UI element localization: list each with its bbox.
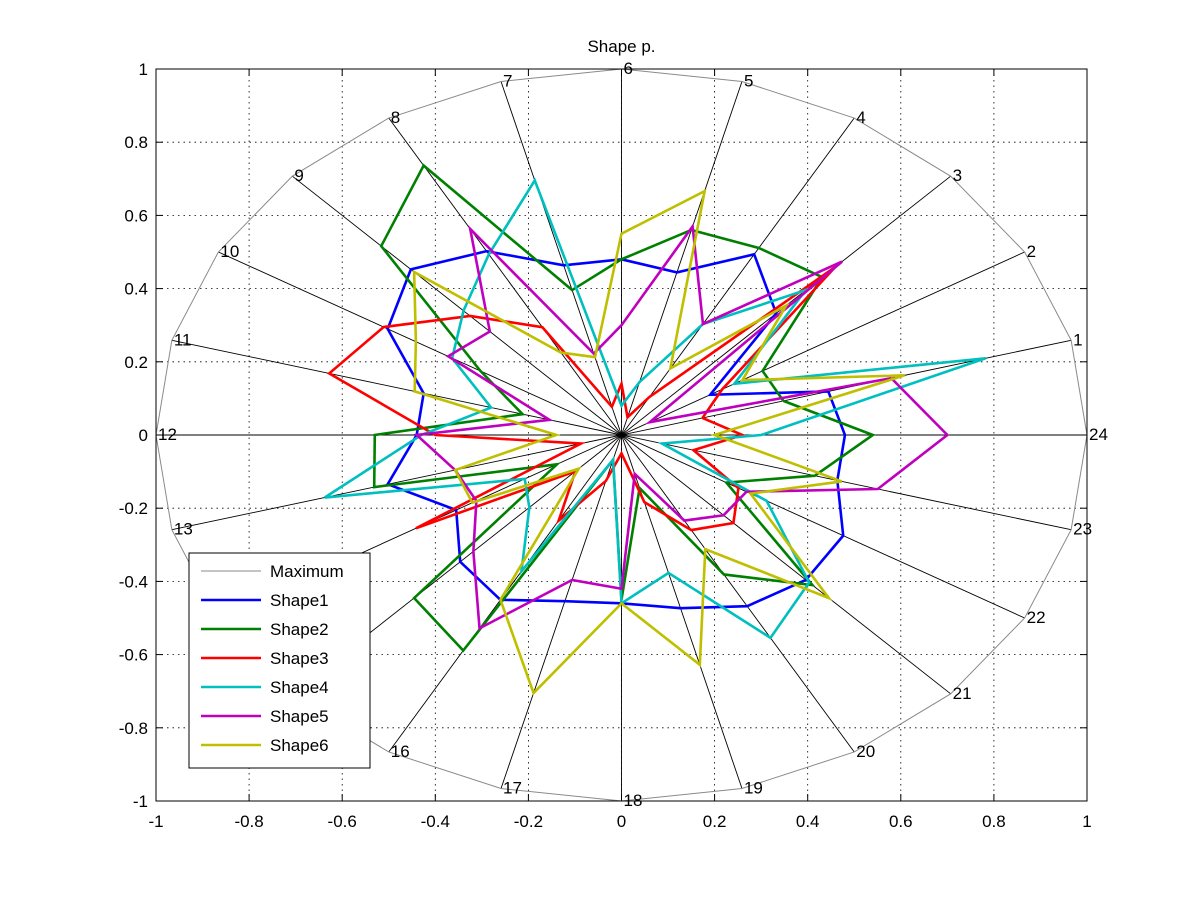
- spoke-line: [292, 175, 622, 436]
- y-tick-label: 0.2: [124, 353, 148, 372]
- spoke-line: [171, 434, 622, 531]
- spoke-label: 5: [744, 71, 753, 90]
- chart-title: Shape p.: [587, 37, 655, 56]
- spoke-label: 11: [174, 330, 192, 349]
- y-tick-label: -0.6: [119, 646, 148, 665]
- spoke-label: 24: [1089, 425, 1108, 444]
- y-tick-label: 0.6: [124, 206, 148, 225]
- legend-label: Shape6: [270, 736, 329, 755]
- y-tick-label: 0.4: [124, 280, 148, 299]
- spoke-line: [500, 81, 622, 436]
- spoke-line: [621, 117, 855, 436]
- x-tick-label: 0.4: [796, 812, 820, 831]
- x-tick-label: 0.2: [703, 812, 727, 831]
- spoke-label: 10: [220, 242, 239, 261]
- spoke-label: 4: [856, 108, 865, 127]
- x-tick-label: -1: [148, 812, 163, 831]
- spoke-label: 18: [624, 791, 643, 810]
- spoke-line: [621, 434, 951, 695]
- series-line-shape6: [412, 188, 906, 696]
- spoke-line: [388, 117, 622, 436]
- legend: Maximum Shape1 Shape2 Shape3 Shape4 Shape5 Sha…: [188, 552, 371, 769]
- legend-box: [188, 552, 371, 769]
- series-line-shape4: [324, 177, 987, 640]
- spoke-label: 12: [158, 425, 177, 444]
- spoke-label: 8: [391, 108, 400, 127]
- spoke-label: 22: [1027, 608, 1046, 627]
- spoke-label: 1: [1073, 330, 1082, 349]
- spoke-label: 23: [1073, 520, 1092, 539]
- spoke-line: [621, 251, 1025, 436]
- spoke-label: 19: [744, 779, 763, 798]
- legend-label: Shape4: [270, 678, 329, 697]
- maximum-polygon: [155, 68, 1088, 802]
- legend-label: Shape1: [270, 591, 329, 610]
- spoke-label: 17: [503, 779, 522, 798]
- spoke-line: [621, 434, 1025, 619]
- series-lines: [324, 163, 987, 696]
- y-tick-label: 1: [139, 60, 148, 79]
- spoke-label: 9: [294, 166, 303, 185]
- y-tick-label: -0.2: [119, 499, 148, 518]
- legend-label: Shape3: [270, 649, 329, 668]
- spoke-line: [500, 434, 622, 789]
- spoke-label: 20: [856, 742, 875, 761]
- maximum-ring: [155, 68, 1088, 802]
- x-tick-label: -0.4: [421, 812, 450, 831]
- legend-label: Maximum: [270, 562, 344, 581]
- x-tick-label: 0.8: [982, 812, 1006, 831]
- x-tick-label: 0: [617, 812, 626, 831]
- spoke-label: 2: [1027, 242, 1036, 261]
- spoke-line: [218, 251, 622, 436]
- spoke-label: 6: [624, 59, 633, 78]
- spoke-line: [621, 434, 855, 753]
- spoke-labels: 123456789101112131415161718192021222324: [158, 59, 1108, 810]
- x-tick-label: 1: [1082, 812, 1091, 831]
- axis-tick-labels: -1 -0.8 -0.6 -0.4 -0.2 0 0.2 0.4 0.6 0.8 1 -1 -0.8 -0…: [119, 60, 1092, 831]
- legend-label: Shape5: [270, 707, 329, 726]
- spoke-line: [621, 434, 1072, 531]
- spoke-label: 3: [953, 166, 962, 185]
- x-tick-label: -0.2: [514, 812, 543, 831]
- y-tick-label: 0.8: [124, 133, 148, 152]
- series-line-shape3: [326, 265, 837, 532]
- y-tick-label: -1: [133, 792, 148, 811]
- spoke-label: 21: [953, 684, 972, 703]
- x-tick-label: 0.6: [889, 812, 913, 831]
- spoke-label: 7: [503, 71, 512, 90]
- spoke-label: 16: [391, 742, 410, 761]
- y-tick-label: 0: [139, 426, 148, 445]
- spoke-label: 13: [174, 520, 193, 539]
- spoke-line: [621, 81, 743, 436]
- legend-label: Shape2: [270, 620, 329, 639]
- x-tick-label: -0.6: [328, 812, 357, 831]
- x-tick-label: -0.8: [234, 812, 263, 831]
- y-tick-label: -0.8: [119, 719, 148, 738]
- y-tick-label: -0.4: [119, 572, 148, 591]
